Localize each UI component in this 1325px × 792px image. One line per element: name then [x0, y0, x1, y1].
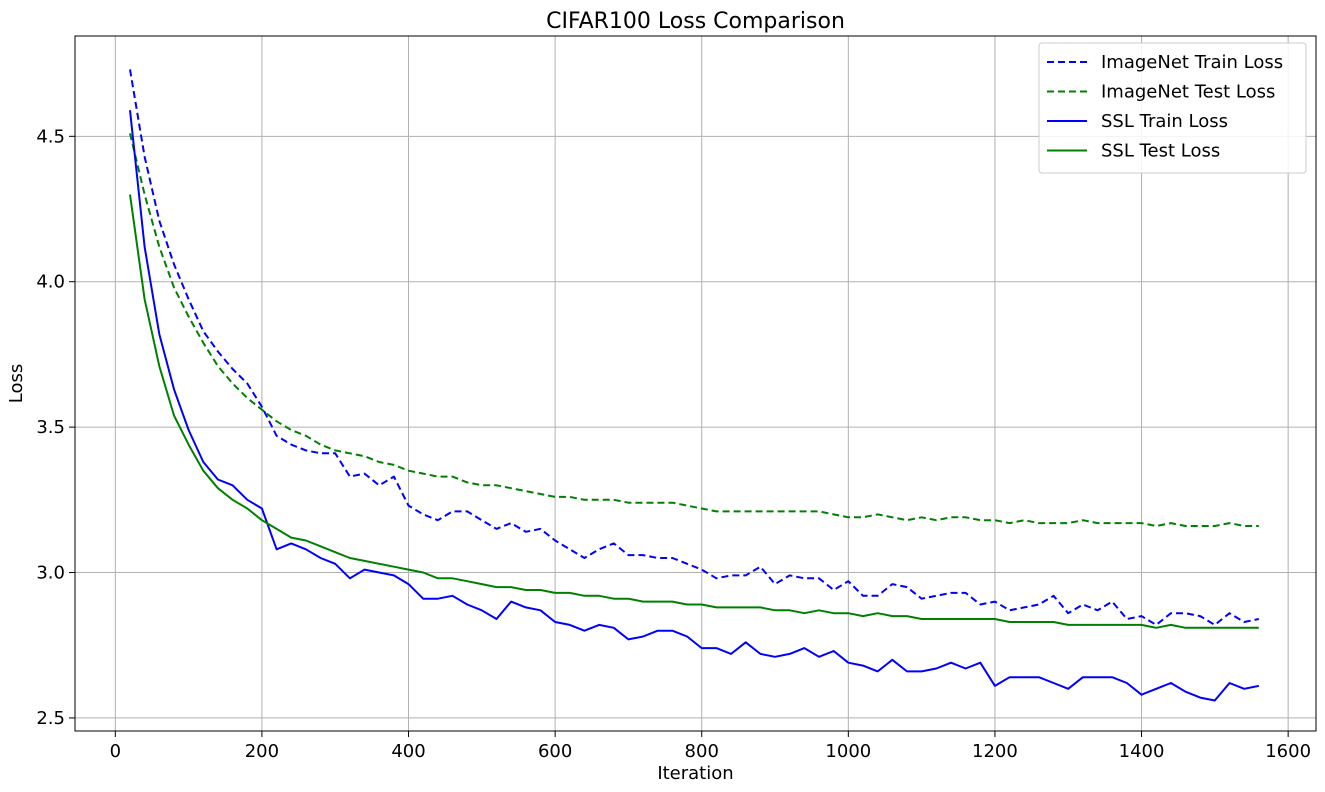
plot-frame — [74, 35, 1317, 732]
series-layer — [129, 69, 1260, 702]
legend-label: ImageNet Train Loss — [1101, 52, 1283, 73]
legend-label: SSL Train Loss — [1101, 111, 1228, 132]
series-line-imagenet-train-loss — [129, 69, 1260, 626]
y-tick-label: 3.0 — [36, 563, 65, 584]
legend-box — [1038, 42, 1307, 174]
x-axis-title: Iteration — [657, 763, 733, 784]
chart-title: CIFAR100 Loss Comparison — [546, 9, 845, 34]
series-line-ssl-test-loss — [129, 194, 1259, 629]
y-tick-label: 2.5 — [36, 708, 65, 729]
x-tick-label: 0 — [110, 741, 121, 762]
x-tick-label: 1600 — [1265, 741, 1311, 762]
series-line-imagenet-test-loss — [129, 133, 1259, 527]
y-axis-title: Loss — [6, 364, 27, 403]
series-line-ssl-train-loss — [129, 110, 1259, 702]
x-tick-label: 600 — [538, 741, 572, 762]
legend-label: SSL Test Loss — [1101, 141, 1220, 162]
y-tick-label: 4.5 — [36, 126, 65, 147]
x-tick-label: 1000 — [825, 741, 871, 762]
tick-layer: 0 200 400 600 800 1000 1200 1400 1600 2.5 3.0 3.5 4.… — [36, 126, 1311, 762]
y-tick-label: 3.5 — [36, 417, 65, 438]
x-tick-label: 200 — [245, 741, 279, 762]
legend-label: ImageNet Test Loss — [1101, 82, 1275, 103]
y-tick-label: 4.0 — [36, 272, 65, 293]
legend: ImageNet Train Loss ImageNet Test Loss SSL… — [1038, 42, 1307, 174]
x-tick-label: 400 — [391, 741, 425, 762]
x-tick-label: 800 — [685, 741, 719, 762]
x-tick-label: 1200 — [972, 741, 1018, 762]
x-tick-label: 1400 — [1119, 741, 1165, 762]
